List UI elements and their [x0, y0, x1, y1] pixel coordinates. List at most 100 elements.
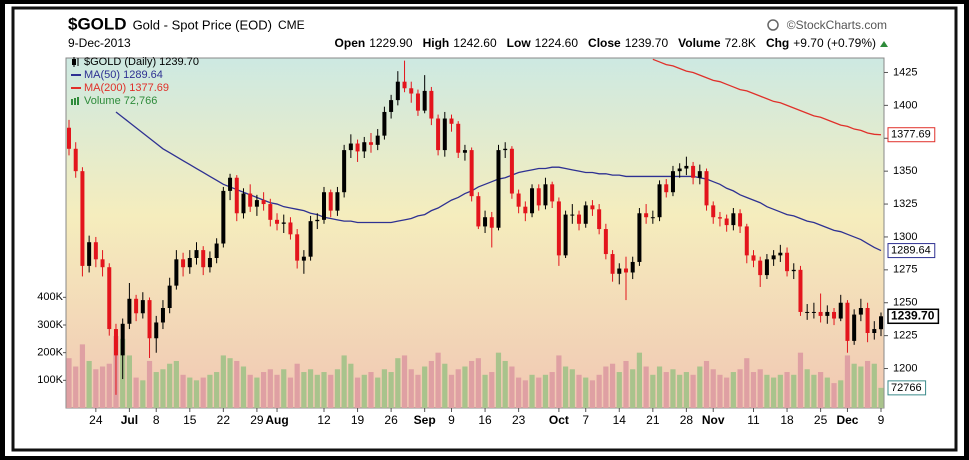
quote-label: Close: [588, 36, 621, 50]
volume-bar: [818, 372, 824, 408]
volume-bar: [784, 372, 790, 408]
candle-body: [221, 190, 226, 244]
volume-bar: [368, 372, 374, 408]
volume-bar: [415, 374, 421, 408]
candle-body: [147, 300, 152, 339]
candle-body: [181, 259, 186, 268]
volume-bar: [502, 360, 508, 408]
volume-bar: [791, 374, 797, 408]
x-tick-label: 14: [613, 413, 627, 427]
x-tick-label: Jul: [121, 413, 138, 427]
volume-bar: [489, 372, 495, 408]
quote-label: Chg: [766, 36, 789, 50]
volume-bar: [757, 369, 763, 408]
legend-label: $GOLD (Daily) 1239.70: [84, 56, 199, 68]
candle-body: [617, 268, 622, 274]
candle-body: [281, 222, 286, 224]
volume-bar: [160, 369, 166, 408]
volume-bar: [66, 358, 72, 408]
volume-bar: [214, 372, 220, 408]
candle-body: [402, 81, 407, 89]
last-value-box: 72766: [887, 380, 927, 396]
candle-body: [798, 269, 803, 312]
y-tick-label: 1425: [893, 66, 917, 78]
candle-body: [368, 142, 373, 145]
candle-body: [771, 255, 776, 260]
volume-bar: [656, 366, 663, 408]
volume-bar: [636, 352, 643, 408]
y-tick-label: 1325: [893, 198, 917, 210]
volume-bar: [670, 369, 676, 408]
candle-body: [744, 226, 749, 256]
candle-body: [556, 201, 561, 256]
volume-bar: [126, 355, 132, 408]
volume-bar: [831, 383, 837, 408]
candle-body: [570, 214, 575, 216]
volume-bar: [764, 374, 770, 408]
volume-bar: [609, 363, 616, 408]
volume-bar: [281, 369, 287, 408]
volume-bar: [261, 372, 267, 408]
x-tick-label: Dec: [836, 413, 858, 427]
volume-bar: [462, 366, 468, 408]
volume-bar: [388, 372, 394, 408]
candle-body: [248, 193, 253, 207]
candle-body: [852, 314, 857, 341]
volume-bar: [838, 380, 844, 408]
volume-bar: [529, 374, 535, 408]
moving-average: [652, 58, 882, 136]
volume-bar: [824, 377, 830, 408]
frame-border: [11, 6, 958, 452]
last-value-box: 1377.69: [887, 127, 936, 143]
candle-body: [328, 192, 333, 211]
candle-body: [67, 127, 71, 149]
plot-area: [65, 57, 885, 409]
volume-bar: [871, 363, 877, 408]
volume-bar: [542, 374, 549, 408]
candle-body: [167, 285, 172, 308]
volume-bar: [804, 369, 810, 408]
x-tick-label: Nov: [702, 413, 725, 427]
volume-bar: [737, 369, 743, 408]
change-arrow: [880, 41, 888, 47]
volume-bar: [307, 369, 314, 408]
volume-bar: [321, 372, 327, 408]
quote-row: Open 1229.90 High 1242.60 Low 1224.60 Close 123…: [335, 36, 876, 50]
candle-body: [825, 311, 830, 316]
volume-bar: [99, 366, 106, 408]
volume-bar: [469, 360, 475, 408]
volume-bar: [86, 360, 92, 408]
volume-bar: [401, 355, 408, 408]
x-tick-label: 21: [646, 413, 660, 427]
volume-bar: [294, 363, 300, 408]
candle-body: [717, 217, 722, 219]
candle-body: [603, 229, 608, 255]
last-value-frame: [887, 243, 936, 259]
candle-body: [530, 188, 535, 214]
legend-swatch: [74, 98, 76, 105]
volume-bar: [455, 369, 461, 408]
volume-bar: [193, 380, 200, 408]
volume-bar: [730, 372, 736, 408]
last-value-label: 1289.64: [891, 244, 931, 256]
volume-bar: [616, 372, 622, 408]
candle-body: [415, 93, 420, 111]
candle-body: [832, 311, 837, 319]
axes: 1200122512501275130013251350137514001425…: [37, 56, 940, 427]
candle-body: [516, 193, 521, 207]
candle-body: [322, 192, 327, 220]
candle-body: [395, 81, 400, 101]
last-value-label: 1239.70: [891, 308, 935, 322]
last-value-frame: [887, 380, 927, 396]
volume-bar: [375, 377, 381, 408]
quote-value: 1242.60: [453, 36, 497, 50]
candle-body: [140, 300, 145, 314]
candle-body: [348, 143, 353, 151]
y2-tick-label: 200K: [37, 347, 63, 359]
volume-bar: [79, 344, 86, 408]
candle-body: [201, 250, 206, 268]
volume-bar: [744, 358, 750, 408]
y-tick-label: 1400: [893, 99, 917, 111]
volume-bar: [576, 374, 582, 408]
